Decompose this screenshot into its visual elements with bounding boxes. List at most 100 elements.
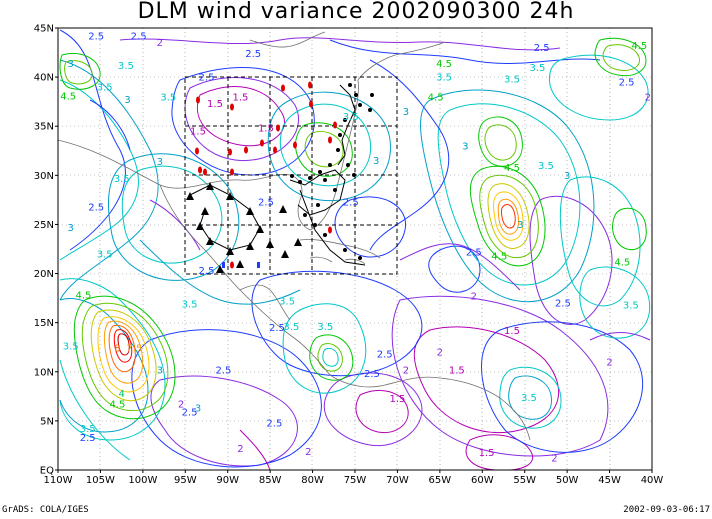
contour-label: 3 [462,141,468,152]
contour-label: 2.5 [619,78,635,89]
contour-label: 2 [237,444,243,455]
contour-label: 3.5 [160,92,176,103]
contour-label: 3 [124,95,130,106]
contour-label: 3.5 [97,249,113,260]
contour-label: 1.5 [504,326,520,337]
lat-label: 35N [34,122,54,133]
longitude-axis-labels: 110W 105W 100W 95W 90W 85W 80W 75W 70W 65W 60W 55W 5… [44,475,664,486]
contour-label: 3.5 [529,63,545,74]
footer-credit: GrADS: COLA/IGES [2,505,89,515]
contour-label: 2 [606,357,612,368]
contour-label: 3.5 [114,174,130,185]
contour-label: 3.5 [623,300,639,311]
contour-label: 2.5 [258,197,274,208]
contour-label: 3.5 [504,75,520,86]
contour-label: 2.5 [245,49,261,60]
lon-label: 95W [174,475,197,486]
contour-label: 2.5 [199,73,215,84]
contour-label: 2 [157,38,163,49]
contour-label: 2.5 [182,408,198,419]
lat-label: 20N [34,269,54,280]
observation-markers [186,81,374,273]
lon-label: 50W [556,475,579,486]
contour-label: 2.5 [377,350,393,361]
contour-label: 2.5 [266,418,282,429]
contour-label: 4 [118,389,124,400]
contour-label: 3.5 [538,161,554,172]
contour-label: 2 [305,447,311,458]
chart-title: DLM wind variance 2002090300 24h [137,0,575,24]
contour-label: 2.5 [343,197,359,208]
lat-label: 5N [40,416,54,427]
lon-label: 75W [344,475,367,486]
lon-label: 110W [44,475,73,486]
contour-label: 2.5 [364,369,380,380]
contour-label: 3.5 [283,322,299,333]
contour-label: 1.5 [190,127,206,138]
contour-label: 1.5 [479,448,495,459]
lon-label: 85W [259,475,282,486]
contour-label: 2 [551,454,557,465]
contour-label: 3.5 [118,61,134,72]
contour-label: 4.5 [436,59,452,70]
contour-label: 2 [178,400,184,411]
footer-timestamp: 2002-09-03-06:17 [623,505,710,515]
contour-label: 4.5 [631,41,647,52]
contour-label: 2 [471,292,477,303]
contour-label: 3.5 [97,82,113,93]
contour-label: 3 [373,156,379,167]
contour-label: 7.5 [126,344,142,355]
contour-label: 2.5 [80,433,96,444]
contour-label: 3.5 [343,112,359,123]
lon-label: 45W [598,475,621,486]
contour-label: 4.5 [428,92,444,103]
contour-label: 3.5 [63,342,79,353]
lat-label: 15N [34,318,54,329]
contour-label: 3 [68,59,74,70]
lon-label: 100W [128,475,157,486]
contour-label: 2.5 [199,266,215,277]
contour-label: 2 [437,348,443,359]
lat-label: 40N [34,73,54,84]
contour-label: 3.5 [521,393,537,404]
contour-label: 3 [68,223,74,234]
lon-label: 60W [471,475,494,486]
contour-label: 3 [157,365,163,376]
contour-labels: 2.5 2.522.52.5 4.53 3.52.54.5 3.52.54.53.53 3… [60,31,651,464]
contour-label: 1.5 [389,394,405,405]
contour-label: 3.5 [317,322,333,333]
contour-label: 4.5 [76,291,92,302]
contour-label: 2.5 [534,43,550,54]
contour-label: 1.5 [232,92,248,103]
contour-label: 4.5 [491,251,507,262]
contour-label: 3.5 [279,297,295,308]
contour-label: 3 [517,220,523,231]
contour-label: 2 [645,92,651,103]
lat-label: 45N [34,24,54,35]
contour-label: 2.5 [88,31,104,42]
lon-label: 105W [86,475,115,486]
contour-label: 2.5 [131,31,147,42]
lat-label: 30N [34,171,54,182]
lat-label: 25N [34,220,54,231]
contour-label: 2 [403,365,409,376]
contour-label: 3 [403,107,409,118]
lon-label: 40W [641,475,664,486]
contour-label: 3.5 [80,424,96,435]
contour-label: 4.5 [109,400,125,411]
axis-ticks [55,27,653,473]
contour-label: 2.5 [88,202,104,213]
contour-label: 2.5 [269,323,285,334]
lon-label: 80W [301,475,324,486]
contour-label: 8 [114,344,120,355]
latitude-axis-labels: 45N 40N 35N 30N 25N 20N 15N 10N 5N EQ [34,24,54,477]
contour-label: 4.5 [504,163,520,174]
contour-label: 2.5 [555,299,571,310]
contour-label: 1.5 [449,365,465,376]
contour-label: 3 [157,157,163,168]
lon-label: 65W [429,475,452,486]
contour-label: 1.5 [207,99,223,110]
lon-label: 55W [513,475,536,486]
contour-label: 3 [564,171,570,182]
